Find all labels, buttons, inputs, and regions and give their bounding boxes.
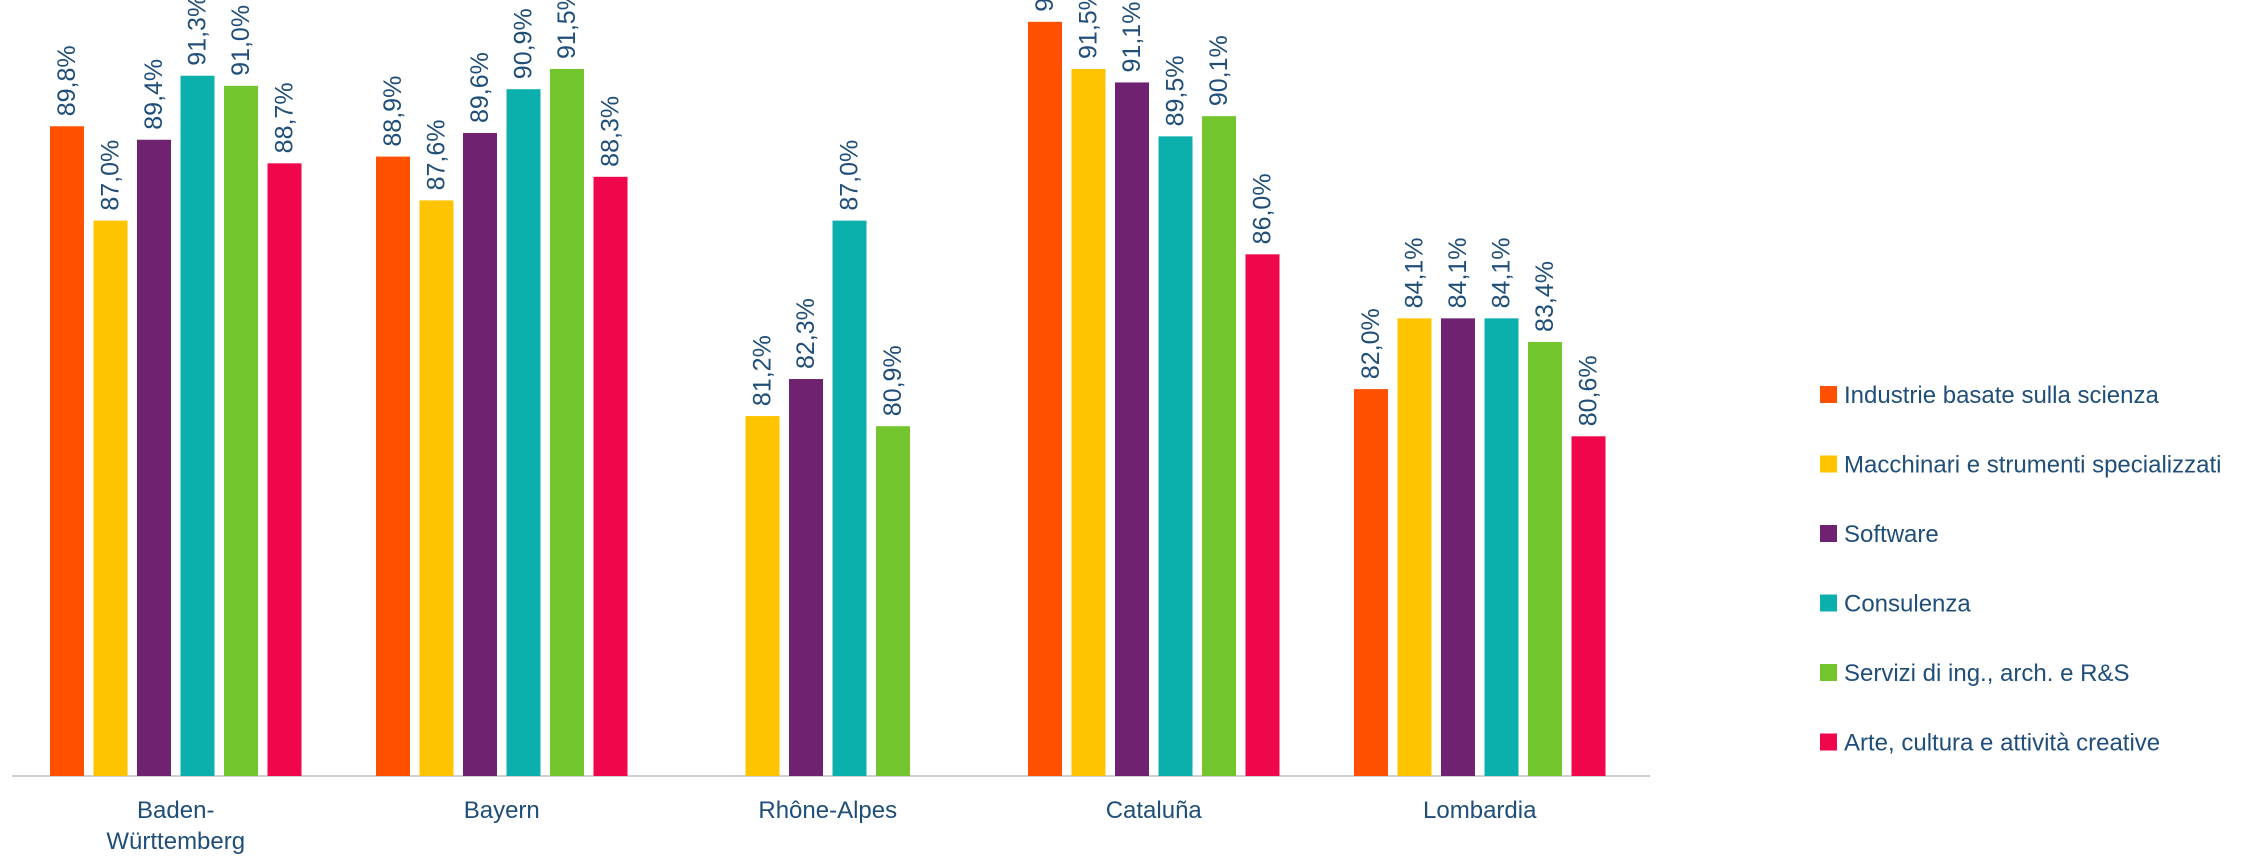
bar xyxy=(463,133,497,776)
bar-value-label: 87,6% xyxy=(423,120,451,191)
bar-value-label: 87,0% xyxy=(836,140,864,211)
legend-item: Servizi di ing., arch. e R&S xyxy=(1820,660,2129,687)
legend-item: Industrie basate sulla scienza xyxy=(1820,382,2160,409)
bar xyxy=(1441,318,1475,776)
bar xyxy=(224,85,258,777)
legend-label: Consulenza xyxy=(1844,591,1971,618)
bar-value-label: 83,4% xyxy=(1531,261,1559,332)
bar-value-label: 80,6% xyxy=(1575,355,1603,426)
bar-value-label: 89,8% xyxy=(53,45,81,116)
legend-swatch xyxy=(1820,455,1837,473)
bar-value-label: 81,2% xyxy=(749,335,777,406)
bar-value-label: 91,5% xyxy=(1075,0,1103,59)
bar-value-label: 82,3% xyxy=(792,298,820,369)
bar xyxy=(593,176,628,777)
legend-swatch xyxy=(1820,733,1837,751)
bar-value-label: 91,3% xyxy=(184,0,212,66)
bar-value-label: 91,1% xyxy=(1118,2,1146,73)
bar xyxy=(1245,254,1280,777)
legend-label: Arte, cultura e attività creative xyxy=(1844,730,2160,757)
bar xyxy=(376,156,410,776)
bar xyxy=(267,163,302,777)
bar-value-label: 91,0% xyxy=(227,5,255,76)
bar xyxy=(789,379,823,776)
bar-value-label: 84,1% xyxy=(1444,237,1472,308)
bar xyxy=(1071,68,1106,776)
bars-group xyxy=(50,21,1606,777)
bar-value-label: 89,5% xyxy=(1162,55,1190,126)
bar-value-label: 80,9% xyxy=(879,345,907,416)
legend-swatch xyxy=(1820,664,1837,681)
legend-label: Software xyxy=(1844,521,1939,548)
bar-value-label: 89,4% xyxy=(140,59,168,130)
bar xyxy=(1158,136,1193,776)
legend-item: Software xyxy=(1820,521,1939,548)
bar-value-label: 90,9% xyxy=(510,8,538,79)
bar-value-label: 88,3% xyxy=(597,96,625,167)
legend-item: Macchinari e strumenti specializzati xyxy=(1820,452,2221,479)
bar xyxy=(1484,318,1519,776)
legend-label: Servizi di ing., arch. e R&S xyxy=(1844,660,2129,687)
bar xyxy=(137,139,171,776)
bar xyxy=(1397,318,1432,776)
category-label: Bayern xyxy=(464,797,540,824)
bar-labels-group: 89,8% 87,0% 89,4% 91,3% 91,0% 88,7% 88,9% 87,6%… xyxy=(53,0,1603,426)
bar xyxy=(506,89,541,777)
bar-value-label: 86,0% xyxy=(1249,173,1277,244)
bar xyxy=(93,220,128,776)
category-label: Rhône-Alpes xyxy=(758,797,897,824)
bar xyxy=(1571,436,1606,776)
category-label: Cataluña xyxy=(1106,797,1203,824)
bar-value-label: 84,1% xyxy=(1401,237,1429,308)
bar xyxy=(876,426,910,776)
legend-swatch xyxy=(1820,525,1837,542)
legend-swatch xyxy=(1820,594,1837,612)
bar xyxy=(1028,21,1062,776)
category-label: Baden-Württemberg xyxy=(106,797,245,855)
category-label: Lombardia xyxy=(1423,797,1537,824)
bar xyxy=(50,126,84,777)
bar-value-label: 84,1% xyxy=(1488,237,1516,308)
bar xyxy=(1354,389,1388,776)
bar xyxy=(550,68,584,776)
legend: Industrie basate sulla scienza Macchinari… xyxy=(1820,382,2221,757)
bar-value-label: 91,5% xyxy=(553,0,581,59)
category-labels-group: Baden-Württemberg Bayern Rhône-Alpes Catalu… xyxy=(106,797,1537,855)
bar-value-label: 87,0% xyxy=(97,140,125,211)
legend-swatch xyxy=(1820,386,1837,403)
bar xyxy=(745,416,780,776)
bar-value-label: 92,9% xyxy=(1031,0,1059,12)
bar xyxy=(832,220,867,776)
legend-label: Macchinari e strumenti specializzati xyxy=(1844,452,2221,479)
legend-item: Arte, cultura e attività creative xyxy=(1820,730,2160,757)
legend-label: Industrie basate sulla scienza xyxy=(1844,382,2160,409)
bar-value-label: 89,6% xyxy=(466,52,494,123)
bar xyxy=(180,75,215,777)
legend-item: Consulenza xyxy=(1820,591,1971,618)
bar xyxy=(1528,341,1562,776)
bar xyxy=(1202,116,1236,777)
bar-value-label: 88,9% xyxy=(379,76,407,147)
bar-value-label: 88,7% xyxy=(271,82,299,153)
bar xyxy=(419,200,454,777)
bar xyxy=(1115,82,1149,777)
bar-value-label: 90,1% xyxy=(1205,35,1233,106)
bar-value-label: 82,0% xyxy=(1357,308,1385,379)
